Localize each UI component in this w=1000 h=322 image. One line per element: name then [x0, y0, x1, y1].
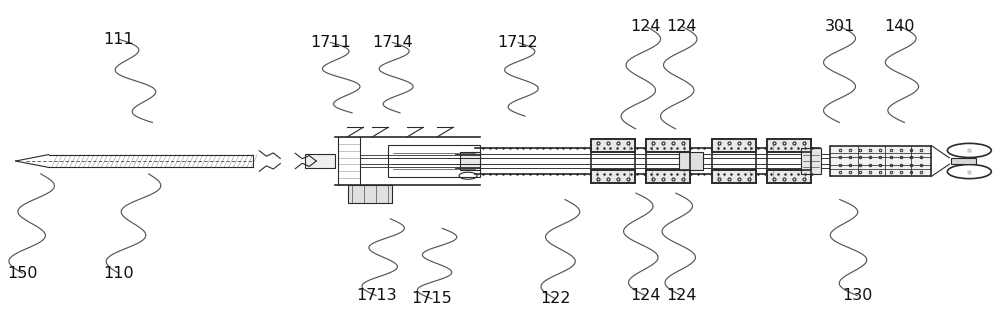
Text: 124: 124 — [666, 19, 697, 34]
Text: 1711: 1711 — [310, 35, 351, 50]
Text: 122: 122 — [541, 291, 571, 306]
Text: 124: 124 — [631, 19, 661, 34]
Text: 150: 150 — [7, 266, 38, 281]
Text: 124: 124 — [666, 288, 697, 303]
Polygon shape — [712, 170, 756, 183]
Bar — [830, 146, 931, 176]
Polygon shape — [591, 170, 635, 183]
Polygon shape — [712, 139, 756, 152]
Polygon shape — [767, 139, 811, 152]
Text: 1713: 1713 — [356, 288, 396, 303]
Text: 301: 301 — [824, 19, 855, 34]
Text: 1712: 1712 — [498, 35, 538, 50]
Polygon shape — [646, 139, 690, 152]
Text: 110: 110 — [103, 266, 134, 281]
Bar — [388, 145, 480, 177]
Polygon shape — [767, 170, 811, 183]
Text: 130: 130 — [842, 288, 873, 303]
Text: 1714: 1714 — [372, 35, 413, 50]
Text: 1715: 1715 — [412, 291, 452, 306]
Bar — [801, 147, 821, 175]
Bar — [679, 152, 703, 170]
Bar — [951, 158, 976, 164]
Bar — [305, 154, 335, 168]
Text: 124: 124 — [631, 288, 661, 303]
Text: 140: 140 — [884, 19, 915, 34]
Bar — [460, 152, 480, 170]
Text: 111: 111 — [103, 32, 134, 47]
Bar — [348, 185, 392, 203]
Polygon shape — [646, 170, 690, 183]
Polygon shape — [591, 139, 635, 152]
